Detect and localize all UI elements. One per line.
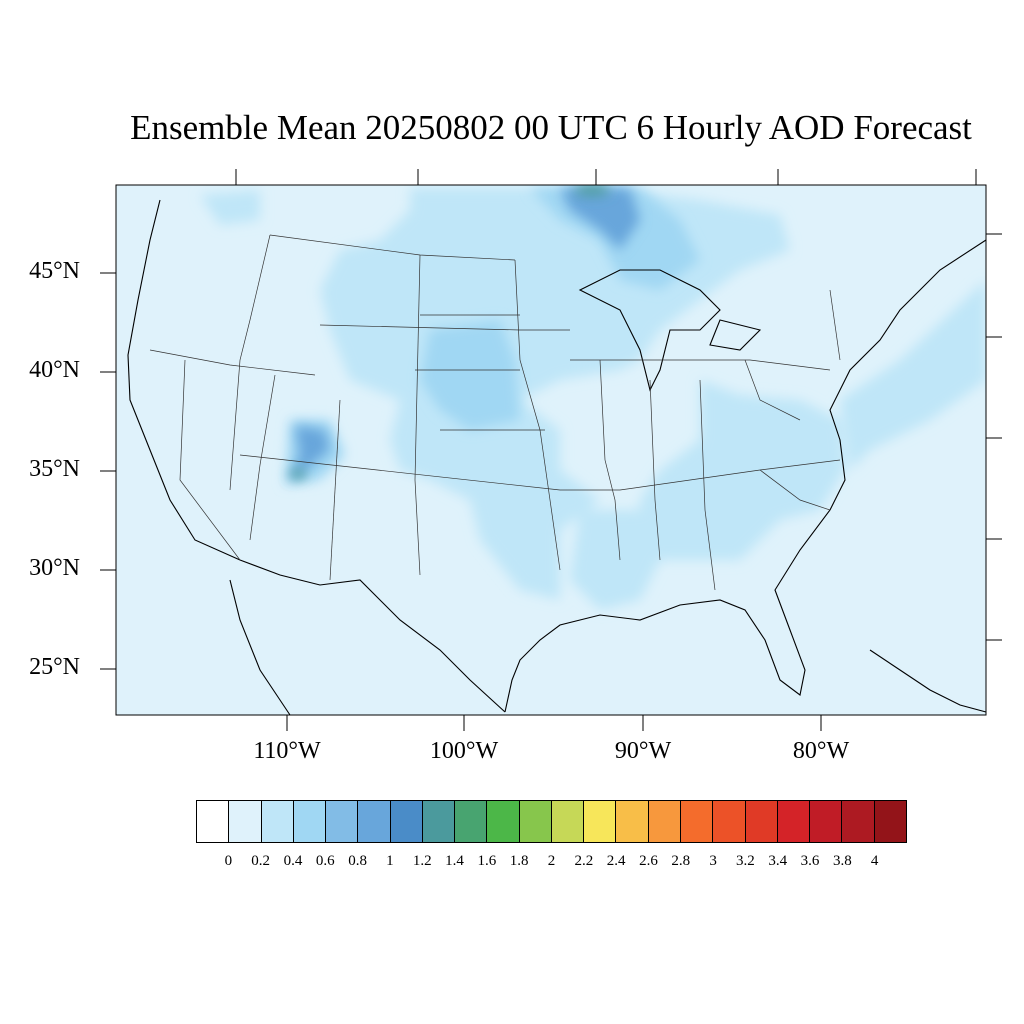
colorbar-label: 4 <box>870 853 879 869</box>
colorbar-box <box>261 801 294 842</box>
colorbar-box <box>713 801 746 842</box>
colorbar-label: 2.6 <box>639 853 658 869</box>
colorbar-box <box>390 801 423 842</box>
colorbar-box <box>455 801 488 842</box>
lat-label-45: 45°N <box>29 258 80 284</box>
colorbar-box <box>293 801 327 842</box>
colorbar-box <box>197 801 230 842</box>
colorbar-label: 1.6 <box>477 853 497 869</box>
colorbar-label: 1.4 <box>445 853 464 869</box>
colorbar-label: 0.4 <box>283 853 303 869</box>
colorbar <box>196 800 907 843</box>
colorbar-box <box>842 801 875 842</box>
colorbar-box <box>487 801 520 842</box>
colorbar-box <box>648 801 681 842</box>
lon-label-100w: 100°W <box>429 738 499 764</box>
colorbar-label: 0.8 <box>348 853 367 869</box>
colorbar-box <box>777 801 811 842</box>
colorbar-box <box>584 801 617 842</box>
colorbar-box <box>616 801 649 842</box>
lat-label-25: 25°N <box>29 654 80 680</box>
colorbar-label: 2.2 <box>574 853 594 869</box>
colorbar-label: 3 <box>709 853 717 869</box>
lon-label-90w: 90°W <box>614 738 672 764</box>
colorbar-box <box>422 801 456 842</box>
colorbar-label: 3.2 <box>736 853 755 869</box>
colorbar-label: 2.4 <box>606 853 626 869</box>
colorbar-label: 0 <box>224 853 233 869</box>
colorbar-label: 2 <box>547 853 556 869</box>
colorbar-label: 0.6 <box>315 853 335 869</box>
tick-marks <box>100 169 1002 731</box>
aod-shading-low <box>200 188 986 610</box>
lat-label-35: 35°N <box>29 456 80 482</box>
colorbar-labels: 0 0.2 0.4 0.6 0.8 1 1.2 1.4 1.6 1.8 2 2.2 2.4 2.6 2.8 3… <box>0 853 1024 877</box>
coastlines <box>127 199 987 716</box>
colorbar-box <box>519 801 552 842</box>
colorbar-label: 3.8 <box>832 853 852 869</box>
colorbar-box <box>229 801 262 842</box>
aod-shading-high <box>290 188 640 480</box>
colorbar-box <box>680 801 714 842</box>
lon-label-80w: 80°W <box>792 738 850 764</box>
colorbar-label: 1.8 <box>509 853 529 869</box>
colorbar-box <box>745 801 778 842</box>
colorbar-box <box>551 801 585 842</box>
colorbar-box <box>326 801 359 842</box>
colorbar-label: 2.8 <box>671 853 691 869</box>
lon-label-110w: 110°W <box>253 738 321 764</box>
colorbar-box <box>874 801 906 842</box>
colorbar-box <box>810 801 843 842</box>
colorbar-box <box>358 801 391 842</box>
colorbar-label: 0.2 <box>251 853 270 869</box>
map-frame <box>115 184 987 716</box>
colorbar-label: 3.4 <box>768 853 788 869</box>
map-title: Ensemble Mean 20250802 00 UTC 6 Hourly A… <box>130 108 972 147</box>
aod-shading-peak <box>290 185 610 479</box>
colorbar-label: 3.6 <box>800 853 820 869</box>
state-boundaries <box>149 234 841 591</box>
lat-label-30: 30°N <box>29 555 80 581</box>
lat-label-40: 40°N <box>29 357 80 383</box>
colorbar-label: 1 <box>386 853 394 869</box>
colorbar-label: 1.2 <box>412 853 432 869</box>
